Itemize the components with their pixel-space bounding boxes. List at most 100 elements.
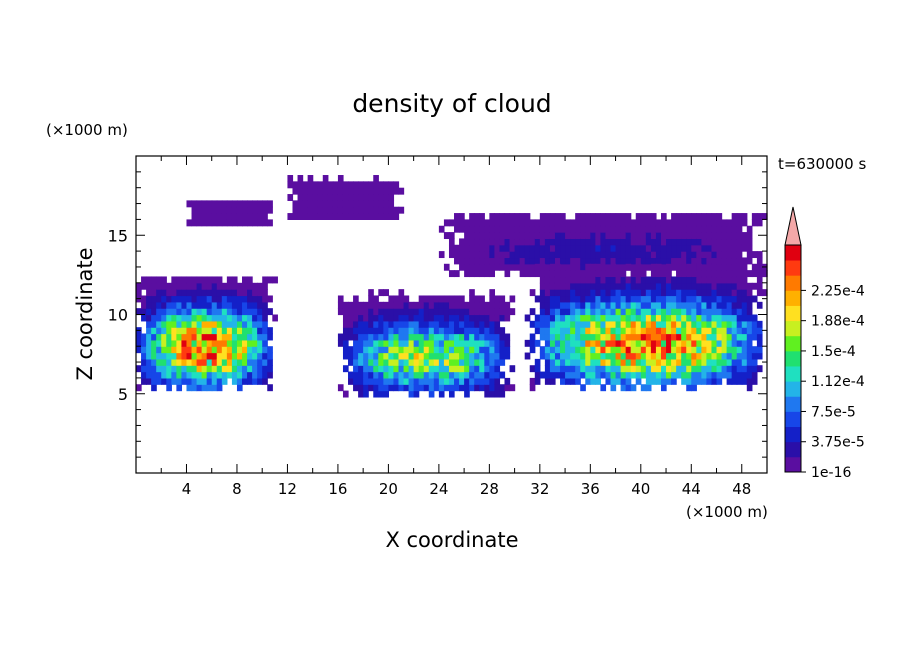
- heatmap-cell: [297, 200, 304, 208]
- heatmap-cell: [262, 320, 268, 328]
- heatmap-cell: [696, 358, 702, 366]
- heatmap-cell: [433, 352, 440, 360]
- heatmap-cell: [479, 377, 485, 385]
- heatmap-cell: [423, 358, 430, 366]
- heatmap-cell: [302, 206, 309, 214]
- heatmap-cell: [514, 225, 521, 233]
- heatmap-cell: [716, 358, 723, 366]
- heatmap-cell: [731, 346, 738, 354]
- heatmap-cell: [721, 225, 728, 233]
- heatmap-cell: [575, 219, 581, 227]
- heatmap-cell: [373, 352, 379, 360]
- heatmap-cell: [585, 232, 591, 240]
- heatmap-cell: [756, 327, 763, 335]
- heatmap-cell: [731, 358, 738, 366]
- heatmap-cell: [181, 333, 188, 341]
- heatmap-cell: [691, 270, 697, 278]
- heatmap-cell: [494, 346, 501, 354]
- heatmap-cell: [216, 219, 223, 227]
- heatmap-cell: [600, 219, 607, 227]
- heatmap-cell: [721, 219, 728, 227]
- heatmap-cell: [393, 365, 400, 373]
- heatmap-cell: [459, 346, 465, 354]
- heatmap-cell: [388, 320, 395, 328]
- heatmap-cell: [570, 314, 576, 322]
- heatmap-cell: [635, 244, 642, 252]
- heatmap-cell: [645, 289, 652, 297]
- x-tick-label: 36: [581, 480, 600, 498]
- heatmap-cell: [650, 327, 657, 335]
- heatmap-cell: [756, 352, 763, 360]
- heatmap-cell: [358, 200, 364, 208]
- heatmap-cell: [645, 384, 652, 392]
- heatmap-cell: [565, 346, 571, 354]
- heatmap-cell: [267, 206, 273, 214]
- heatmap-cell: [196, 282, 203, 290]
- heatmap-cell: [615, 219, 622, 227]
- heatmap-cell: [474, 257, 480, 265]
- heatmap-cell: [206, 206, 213, 214]
- heatmap-cell: [383, 333, 389, 341]
- heatmap-cell: [524, 263, 531, 271]
- heatmap-cell: [711, 371, 718, 379]
- heatmap-cell: [262, 295, 268, 303]
- colorbar-swatch: [785, 245, 801, 261]
- heatmap-cell: [348, 200, 354, 208]
- heatmap-cell: [231, 333, 238, 341]
- heatmap-cell: [337, 384, 344, 392]
- heatmap-cell: [580, 346, 586, 354]
- heatmap-cell: [257, 371, 263, 379]
- heatmap-cell: [469, 263, 475, 271]
- heatmap-cell: [595, 282, 602, 290]
- heatmap-cell: [433, 308, 440, 316]
- heatmap-cell: [438, 365, 445, 373]
- heatmap-cell: [746, 333, 753, 341]
- heatmap-cell: [469, 238, 475, 246]
- heatmap-cell: [645, 358, 652, 366]
- heatmap-cell: [565, 238, 571, 246]
- colorbar-swatch: [785, 381, 801, 397]
- heatmap-cell: [383, 181, 389, 189]
- heatmap-cell: [216, 365, 223, 373]
- heatmap-cell: [625, 346, 632, 354]
- heatmap-cell: [504, 339, 511, 347]
- heatmap-cell: [736, 263, 743, 271]
- heatmap-cell: [201, 377, 208, 385]
- heatmap-cell: [741, 358, 748, 366]
- colorbar-swatch: [785, 396, 801, 412]
- heatmap-cell: [454, 365, 460, 373]
- heatmap-cell: [625, 219, 632, 227]
- heatmap-cell: [247, 371, 253, 379]
- colorbar-swatch: [785, 335, 801, 352]
- heatmap-cell: [156, 301, 162, 309]
- heatmap-cell: [681, 346, 687, 354]
- heatmap-cell: [645, 371, 652, 379]
- heatmap-cell: [645, 346, 652, 354]
- heatmap-cell: [696, 295, 702, 303]
- heatmap-cell: [711, 365, 718, 373]
- heatmap-cell: [312, 200, 319, 208]
- heatmap-cell: [560, 276, 566, 284]
- heatmap-cell: [201, 358, 208, 366]
- heatmap-cell: [358, 327, 364, 335]
- heatmap-cell: [570, 339, 576, 347]
- heatmap-cell: [206, 200, 213, 208]
- heatmap-cell: [459, 244, 465, 252]
- heatmap-cell: [262, 339, 268, 347]
- heatmap-cell: [186, 200, 193, 208]
- heatmap-cell: [161, 289, 167, 297]
- heatmap-cell: [489, 295, 496, 303]
- heatmap-cell: [494, 314, 501, 322]
- heatmap-cell: [413, 371, 420, 379]
- heatmap-cell: [726, 282, 733, 290]
- heatmap-cell: [141, 346, 147, 354]
- heatmap-cell: [267, 200, 273, 208]
- heatmap-cell: [549, 257, 556, 265]
- heatmap-cell: [635, 339, 642, 347]
- heatmap-cell: [509, 232, 516, 240]
- heatmap-cell: [373, 327, 379, 335]
- heatmap-cell: [554, 301, 561, 309]
- heatmap-cell: [433, 327, 440, 335]
- heatmap-cell: [373, 206, 379, 214]
- heatmap-cell: [353, 339, 359, 347]
